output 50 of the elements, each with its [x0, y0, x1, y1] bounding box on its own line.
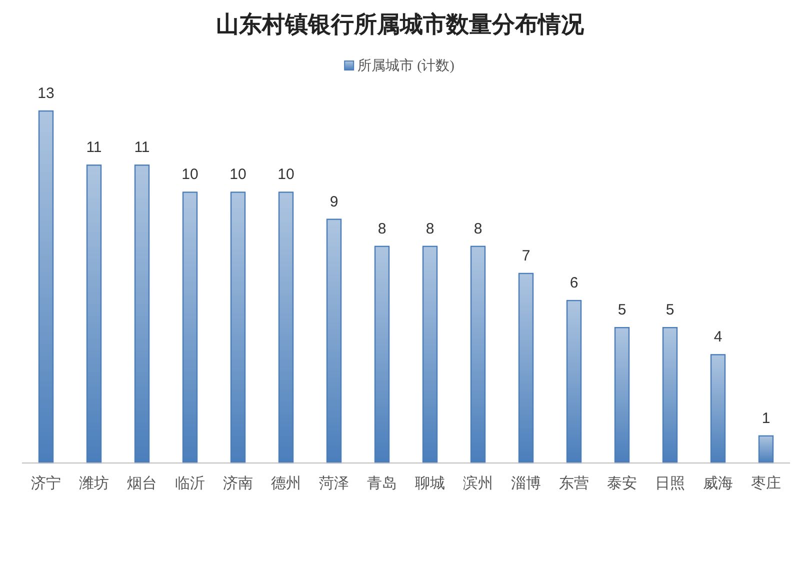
x-tick-label: 日照	[655, 476, 685, 492]
data-label: 8	[474, 220, 482, 238]
x-tick-label: 青岛	[367, 475, 397, 492]
bar	[758, 435, 774, 464]
x-tick-label: 临沂	[175, 475, 205, 492]
x-tick-label: 淄博	[511, 475, 541, 492]
chart-title: 山东村镇银行所属城市数量分布情况	[216, 11, 585, 37]
data-label: 5	[618, 302, 626, 319]
bar	[182, 192, 198, 464]
bar	[326, 218, 342, 464]
bar	[374, 246, 390, 464]
x-tick-label: 菏泽	[319, 475, 349, 492]
bar	[710, 354, 726, 464]
legend-label: 所属城市 (计数)	[358, 58, 455, 74]
data-label: 8	[426, 220, 434, 238]
bar	[614, 327, 630, 464]
bar	[278, 192, 294, 464]
bar	[230, 192, 246, 464]
bar	[662, 327, 678, 464]
data-label: 10	[182, 166, 198, 184]
data-label: 8	[378, 220, 386, 238]
data-label: 6	[570, 274, 578, 292]
bar	[470, 246, 486, 464]
data-label: 11	[86, 139, 102, 156]
data-label: 10	[230, 166, 246, 184]
x-tick-label: 济宁	[31, 475, 61, 492]
x-tick-label: 泰安	[607, 475, 637, 492]
x-tick-label: 德州	[271, 475, 301, 492]
bar	[422, 246, 438, 464]
x-tick-label: 潍坊	[79, 475, 109, 492]
x-tick-label: 烟台	[127, 475, 157, 492]
data-label: 4	[714, 328, 722, 346]
x-tick-label: 枣庄	[751, 475, 781, 492]
data-label: 1	[762, 410, 770, 427]
bar	[518, 272, 534, 464]
bar	[134, 164, 150, 464]
data-label: 9	[330, 193, 338, 210]
x-tick-label: 济南	[223, 475, 253, 492]
x-tick-label: 东营	[559, 475, 589, 492]
data-label: 5	[666, 302, 674, 319]
bar	[86, 164, 102, 464]
bar	[38, 110, 54, 464]
data-label: 7	[522, 247, 530, 264]
x-tick-label: 聊城	[415, 475, 445, 492]
data-label: 10	[278, 166, 294, 184]
data-label: 11	[134, 139, 150, 156]
x-tick-label: 滨州	[463, 475, 493, 492]
data-label: 13	[38, 85, 54, 102]
bar	[566, 300, 582, 464]
x-tick-label: 威海	[703, 475, 733, 492]
